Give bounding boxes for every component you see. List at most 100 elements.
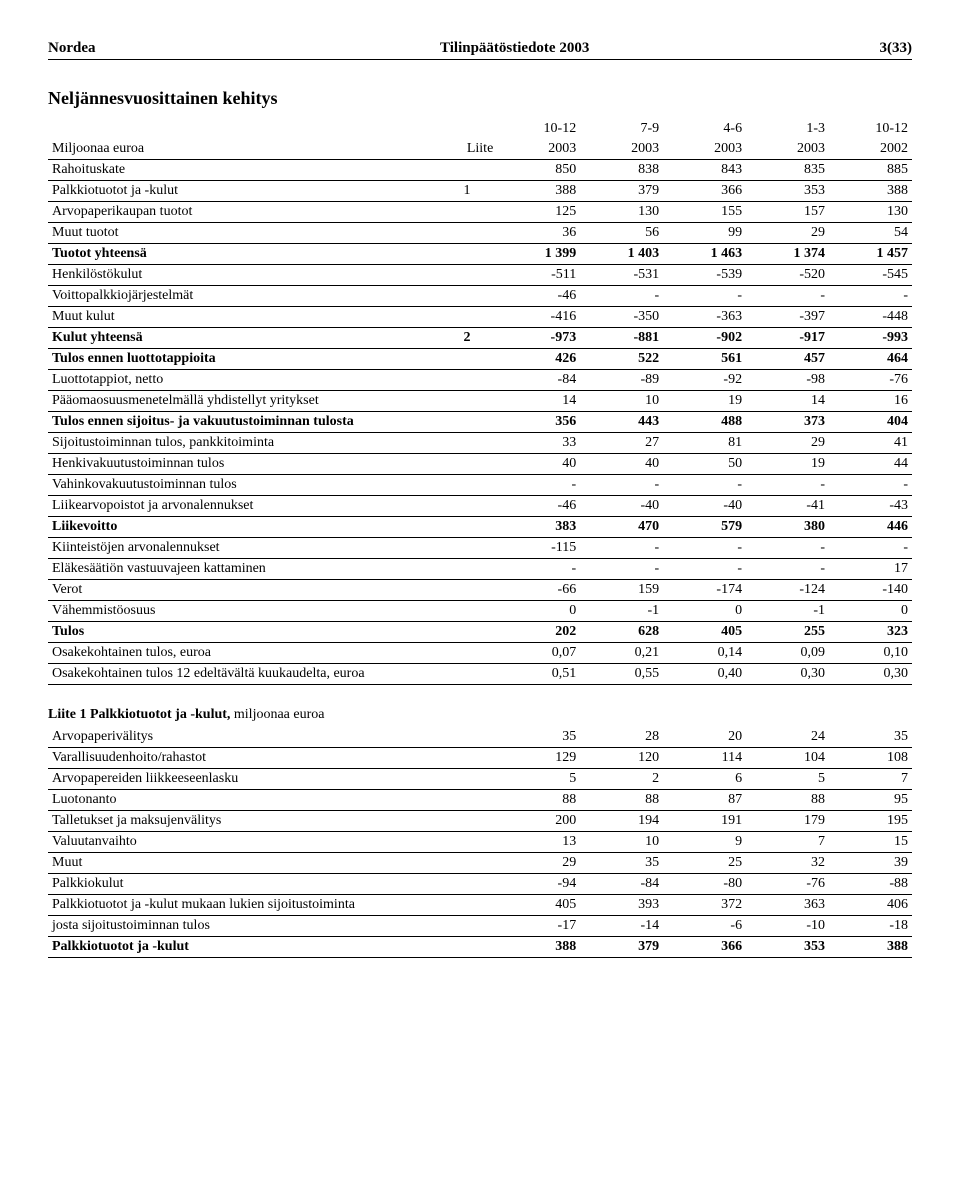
row-liite [437,748,497,769]
table-row: Kulut yhteensä2-973-881-902-917-993 [48,328,912,349]
header-center: Tilinpäätöstiedote 2003 [440,40,832,57]
cell-value: 405 [663,622,746,643]
table-row: Palkkiotuotot ja -kulut388379366353388 [48,937,912,958]
cell-value: - [580,559,663,580]
cell-value: 426 [497,349,580,370]
table-row: Palkkiokulut-94-84-80-76-88 [48,874,912,895]
cell-value: -917 [746,328,829,349]
cell-value: 130 [580,202,663,223]
year-col: 2003 [663,139,746,160]
cell-value: -84 [497,370,580,391]
row-liite [437,454,497,475]
cell-value: 36 [497,223,580,244]
row-label: Pääomaosuusmenetelmällä yhdistellyt yrit… [48,391,437,412]
table-row: Arvopaperikaupan tuotot125130155157130 [48,202,912,223]
cell-value: - [663,475,746,496]
row-liite [437,559,497,580]
cell-value: 353 [746,181,829,202]
row-liite [437,223,497,244]
main-financial-table: 10-12 7-9 4-6 1-3 10-12 Miljoonaa euroa … [48,119,912,685]
table-row: Muut kulut-416-350-363-397-448 [48,307,912,328]
cell-value: -40 [663,496,746,517]
cell-value: - [580,475,663,496]
cell-value: 2 [580,769,663,790]
liite-header: Liite [437,139,497,160]
cell-value: 130 [829,202,912,223]
cell-value: -124 [746,580,829,601]
row-label: Tulos [48,622,437,643]
cell-value: 14 [746,391,829,412]
row-label: Muut kulut [48,307,437,328]
table-row: Osakekohtainen tulos, euroa0,070,210,140… [48,643,912,664]
row-label: Eläkesäätiön vastuuvajeen kattaminen [48,559,437,580]
cell-value: - [663,286,746,307]
row-liite [437,202,497,223]
cell-value: -98 [746,370,829,391]
cell-value: -350 [580,307,663,328]
cell-value: - [580,538,663,559]
table-row: Talletukset ja maksujenvälitys2001941911… [48,811,912,832]
row-liite [437,811,497,832]
cell-value: 35 [829,727,912,748]
table-row: Varallisuudenhoito/rahastot1291201141041… [48,748,912,769]
cell-value: 10 [580,391,663,412]
cell-value: 28 [580,727,663,748]
cell-value: 157 [746,202,829,223]
cell-value: 0,14 [663,643,746,664]
cell-value: -46 [497,496,580,517]
cell-value: 405 [497,895,580,916]
section-title: Neljännesvuosittainen kehitys [48,88,912,109]
table-row: Osakekohtainen tulos 12 edeltävältä kuuk… [48,664,912,685]
row-liite: 1 [437,181,497,202]
cell-value: 1 463 [663,244,746,265]
cell-value: 0,55 [580,664,663,685]
year-col: 2003 [497,139,580,160]
cell-value: 366 [663,937,746,958]
cell-value: 885 [829,160,912,181]
cell-value: 0,09 [746,643,829,664]
cell-value: 155 [663,202,746,223]
cell-value: 32 [746,853,829,874]
table-row: Liikearvopoistot ja arvonalennukset-46-4… [48,496,912,517]
cell-value: 194 [580,811,663,832]
cell-value: 393 [580,895,663,916]
cell-value: 108 [829,748,912,769]
row-label: Kulut yhteensä [48,328,437,349]
year-header-row: Miljoonaa euroa Liite 2003 2003 2003 200… [48,139,912,160]
cell-value: 27 [580,433,663,454]
cell-value: -397 [746,307,829,328]
row-label: Palkkiotuotot ja -kulut [48,937,437,958]
table-row: Muut2935253239 [48,853,912,874]
cell-value: 179 [746,811,829,832]
cell-value: - [746,286,829,307]
cell-value: 120 [580,748,663,769]
cell-value: -448 [829,307,912,328]
row-liite [437,622,497,643]
cell-value: -416 [497,307,580,328]
cell-value: 470 [580,517,663,538]
table-row: Muut tuotot3656992954 [48,223,912,244]
cell-value: -84 [580,874,663,895]
row-label: Henkivakuutustoiminnan tulos [48,454,437,475]
cell-value: 446 [829,517,912,538]
row-liite [437,601,497,622]
row-liite [437,244,497,265]
cell-value: 19 [746,454,829,475]
cell-value: 7 [829,769,912,790]
cell-value: 39 [829,853,912,874]
cell-value: 404 [829,412,912,433]
year-col: 2003 [746,139,829,160]
cell-value: 24 [746,727,829,748]
cell-value: 15 [829,832,912,853]
cell-value: 850 [497,160,580,181]
row-label: Tuotot yhteensä [48,244,437,265]
cell-value: 0 [497,601,580,622]
cell-value: - [663,559,746,580]
row-label: Henkilöstökulut [48,265,437,286]
cell-value: 20 [663,727,746,748]
cell-value: - [580,286,663,307]
row-liite [437,643,497,664]
cell-value: 88 [580,790,663,811]
cell-value: 25 [663,853,746,874]
row-label: Tulos ennen luottotappioita [48,349,437,370]
